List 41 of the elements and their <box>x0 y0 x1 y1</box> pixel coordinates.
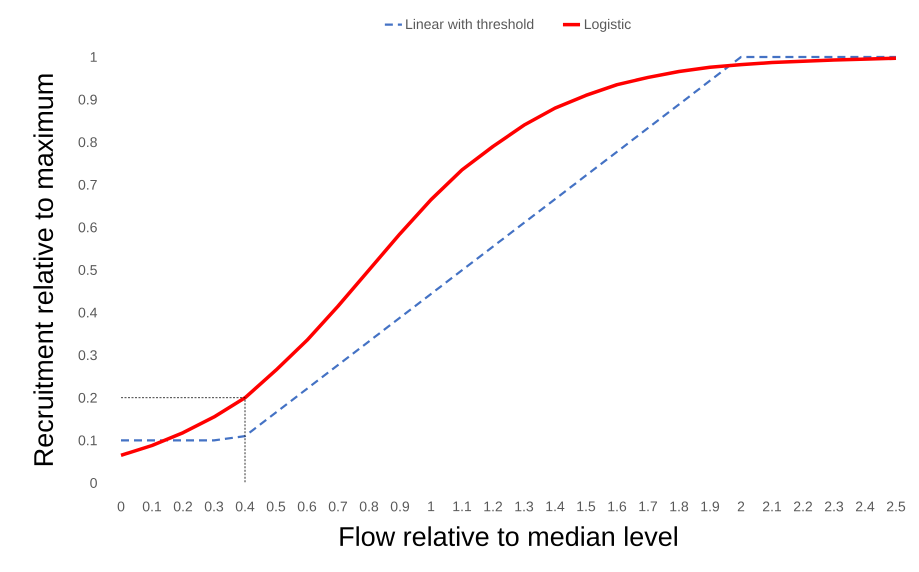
x-tick-label: 1.8 <box>670 502 688 512</box>
x-tick-label: 2.5 <box>886 502 906 512</box>
x-tick-label: 1.1 <box>453 502 472 512</box>
x-tick-label: 0.2 <box>174 502 192 512</box>
x-tick-label: 1.9 <box>701 502 720 512</box>
x-tick-label: 1.7 <box>639 502 658 512</box>
x-tick-label: 2.3 <box>824 502 844 512</box>
y-tick-label: 0.2 <box>78 392 97 403</box>
x-tick-label: 1.3 <box>515 502 534 512</box>
x-axis-title: Flow relative to median level <box>340 526 677 546</box>
x-tick-label: 1.4 <box>546 502 564 512</box>
x-tick-label: 2 <box>738 502 744 512</box>
x-tick-label: 0.8 <box>360 502 378 512</box>
legend-label: Logistic <box>584 18 631 32</box>
x-tick-label: 2.1 <box>762 502 782 512</box>
x-tick-label: 0.5 <box>266 502 286 512</box>
y-tick-label: 0.8 <box>78 137 97 148</box>
y-tick-label: 0 <box>90 478 97 488</box>
x-tick-label: 0.4 <box>236 502 254 512</box>
y-tick-label: 0.4 <box>78 308 98 318</box>
x-tick-label: 0.6 <box>298 502 316 512</box>
x-tick-label: 0.7 <box>328 502 348 512</box>
y-tick-label: 0.5 <box>78 265 97 275</box>
x-tick-label: 0.1 <box>142 502 162 512</box>
x-tick-label: 0 <box>118 502 124 512</box>
y-tick-label: 0.7 <box>78 180 97 190</box>
x-tick-label: 1 <box>428 502 434 512</box>
x-tick-label: 2.4 <box>856 502 874 512</box>
y-tick-label: 1 <box>90 52 97 62</box>
x-tick-label: 0.9 <box>390 502 410 512</box>
y-tick-label: 0.1 <box>78 435 97 446</box>
legend-label: Linear with threshold <box>406 18 534 30</box>
x-tick-label: 0.3 <box>204 502 224 512</box>
y-tick-label: 0.6 <box>78 222 97 232</box>
x-tick-label: 1.5 <box>577 502 596 512</box>
y-axis-title: Recruitment relative to maximum <box>33 74 54 466</box>
x-tick-label: 1.6 <box>608 502 626 512</box>
x-tick-label: 1.2 <box>484 502 502 512</box>
y-tick-label: 0.9 <box>78 94 97 105</box>
x-tick-label: 2.2 <box>794 502 812 512</box>
y-tick-label: 0.3 <box>78 350 97 360</box>
